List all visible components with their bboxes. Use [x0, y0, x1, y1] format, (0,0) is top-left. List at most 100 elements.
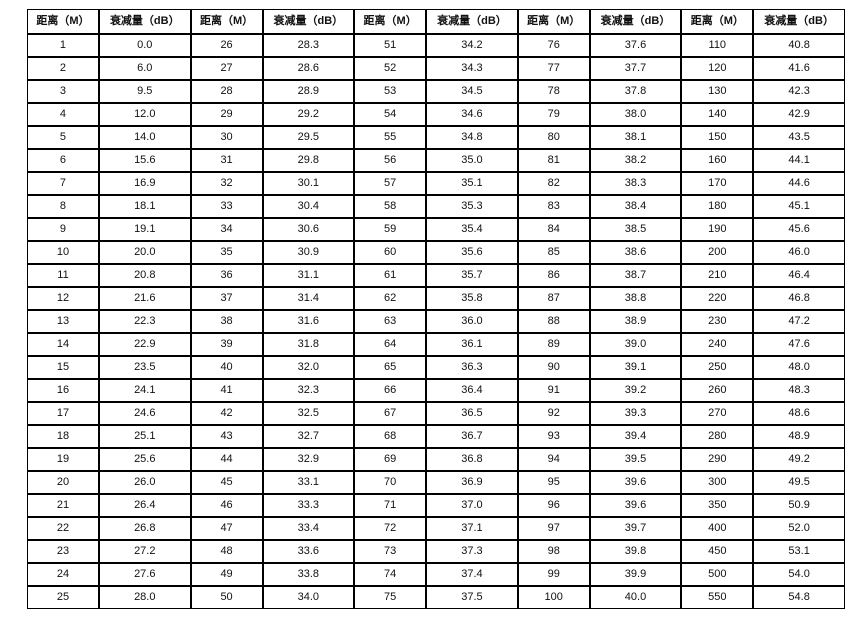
distance-cell: 230	[681, 310, 754, 333]
attenuation-cell: 45.1	[753, 195, 845, 218]
attenuation-cell: 39.6	[589, 494, 682, 517]
table-body: 1 0.0 26 28.3 51 34.2 76 37.6 110 40.8 2 6.0 27 28.6 5…	[27, 34, 845, 609]
attenuation-cell: 54.0	[753, 563, 845, 586]
distance-cell: 32	[190, 172, 263, 195]
distance-cell: 67	[354, 402, 427, 425]
attenuation-cell: 42.3	[753, 80, 845, 103]
distance-cell: 18	[27, 425, 99, 448]
attenuation-cell: 28.9	[262, 80, 355, 103]
distance-cell: 58	[354, 195, 427, 218]
distance-cell: 35	[190, 241, 263, 264]
attenuation-cell: 12.0	[98, 103, 191, 126]
attenuation-cell: 36.7	[426, 425, 518, 448]
distance-cell: 43	[190, 425, 263, 448]
distance-cell: 51	[354, 34, 427, 57]
distance-cell: 84	[517, 218, 590, 241]
distance-cell: 90	[517, 356, 590, 379]
attenuation-cell: 52.0	[753, 517, 845, 540]
attenuation-cell: 48.6	[753, 402, 845, 425]
attenuation-cell: 15.6	[98, 149, 191, 172]
distance-cell: 41	[190, 379, 263, 402]
table-row: 3 9.5 28 28.9 53 34.5 78 37.8 130 42.3	[27, 80, 845, 103]
distance-cell: 79	[517, 103, 590, 126]
distance-cell: 59	[354, 218, 427, 241]
distance-cell: 24	[27, 563, 99, 586]
attenuation-cell: 35.4	[426, 218, 518, 241]
distance-cell: 170	[681, 172, 754, 195]
column-header-attenuation: 衰减量（dB）	[262, 9, 355, 34]
column-header-attenuation: 衰减量（dB）	[589, 9, 682, 34]
distance-cell: 160	[681, 149, 754, 172]
distance-cell: 56	[354, 149, 427, 172]
attenuation-cell: 35.7	[426, 264, 518, 287]
distance-cell: 2	[27, 57, 99, 80]
distance-cell: 200	[681, 241, 754, 264]
distance-cell: 29	[190, 103, 263, 126]
distance-cell: 34	[190, 218, 263, 241]
distance-cell: 95	[517, 471, 590, 494]
distance-cell: 210	[681, 264, 754, 287]
attenuation-cell: 32.3	[262, 379, 355, 402]
attenuation-cell: 18.1	[98, 195, 191, 218]
distance-cell: 53	[354, 80, 427, 103]
attenuation-cell: 36.0	[426, 310, 518, 333]
distance-cell: 97	[517, 517, 590, 540]
attenuation-cell: 40.8	[753, 34, 845, 57]
distance-cell: 220	[681, 287, 754, 310]
attenuation-cell: 35.6	[426, 241, 518, 264]
distance-cell: 91	[517, 379, 590, 402]
attenuation-cell: 44.6	[753, 172, 845, 195]
attenuation-table: 距离（M） 衰减量（dB） 距离（M） 衰减量（dB） 距离（M） 衰减量（dB） 距离（M…	[27, 9, 845, 609]
column-header-attenuation: 衰减量（dB）	[426, 9, 518, 34]
distance-cell: 93	[517, 425, 590, 448]
attenuation-cell: 28.3	[262, 34, 355, 57]
attenuation-cell: 43.5	[753, 126, 845, 149]
distance-cell: 27	[190, 57, 263, 80]
distance-cell: 64	[354, 333, 427, 356]
distance-cell: 5	[27, 126, 99, 149]
distance-cell: 73	[354, 540, 427, 563]
attenuation-cell: 48.9	[753, 425, 845, 448]
attenuation-cell: 30.9	[262, 241, 355, 264]
attenuation-cell: 26.8	[98, 517, 191, 540]
distance-cell: 55	[354, 126, 427, 149]
table-row: 1 0.0 26 28.3 51 34.2 76 37.6 110 40.8	[27, 34, 845, 57]
distance-cell: 74	[354, 563, 427, 586]
distance-cell: 37	[190, 287, 263, 310]
distance-cell: 500	[681, 563, 754, 586]
distance-cell: 26	[190, 34, 263, 57]
distance-cell: 88	[517, 310, 590, 333]
attenuation-cell: 27.2	[98, 540, 191, 563]
table-row: 20 26.0 45 33.1 70 36.9 95 39.6 300 49.5	[27, 471, 845, 494]
attenuation-cell: 31.8	[262, 333, 355, 356]
distance-cell: 28	[190, 80, 263, 103]
distance-cell: 270	[681, 402, 754, 425]
attenuation-cell: 46.4	[753, 264, 845, 287]
attenuation-cell: 38.9	[589, 310, 682, 333]
attenuation-cell: 40.0	[589, 586, 682, 609]
column-header-distance: 距离（M）	[354, 9, 427, 34]
column-header-distance: 距离（M）	[27, 9, 99, 34]
attenuation-cell: 53.1	[753, 540, 845, 563]
attenuation-cell: 34.5	[426, 80, 518, 103]
attenuation-cell: 20.0	[98, 241, 191, 264]
attenuation-cell: 0.0	[98, 34, 191, 57]
distance-cell: 8	[27, 195, 99, 218]
attenuation-cell: 39.4	[589, 425, 682, 448]
distance-cell: 92	[517, 402, 590, 425]
distance-cell: 40	[190, 356, 263, 379]
table-row: 6 15.6 31 29.8 56 35.0 81 38.2 160 44.1	[27, 149, 845, 172]
distance-cell: 69	[354, 448, 427, 471]
distance-cell: 57	[354, 172, 427, 195]
attenuation-cell: 39.0	[589, 333, 682, 356]
distance-cell: 290	[681, 448, 754, 471]
attenuation-cell: 41.6	[753, 57, 845, 80]
attenuation-cell: 38.6	[589, 241, 682, 264]
distance-cell: 38	[190, 310, 263, 333]
attenuation-cell: 45.6	[753, 218, 845, 241]
attenuation-cell: 37.0	[426, 494, 518, 517]
attenuation-cell: 29.8	[262, 149, 355, 172]
distance-cell: 52	[354, 57, 427, 80]
distance-cell: 49	[190, 563, 263, 586]
attenuation-cell: 32.9	[262, 448, 355, 471]
